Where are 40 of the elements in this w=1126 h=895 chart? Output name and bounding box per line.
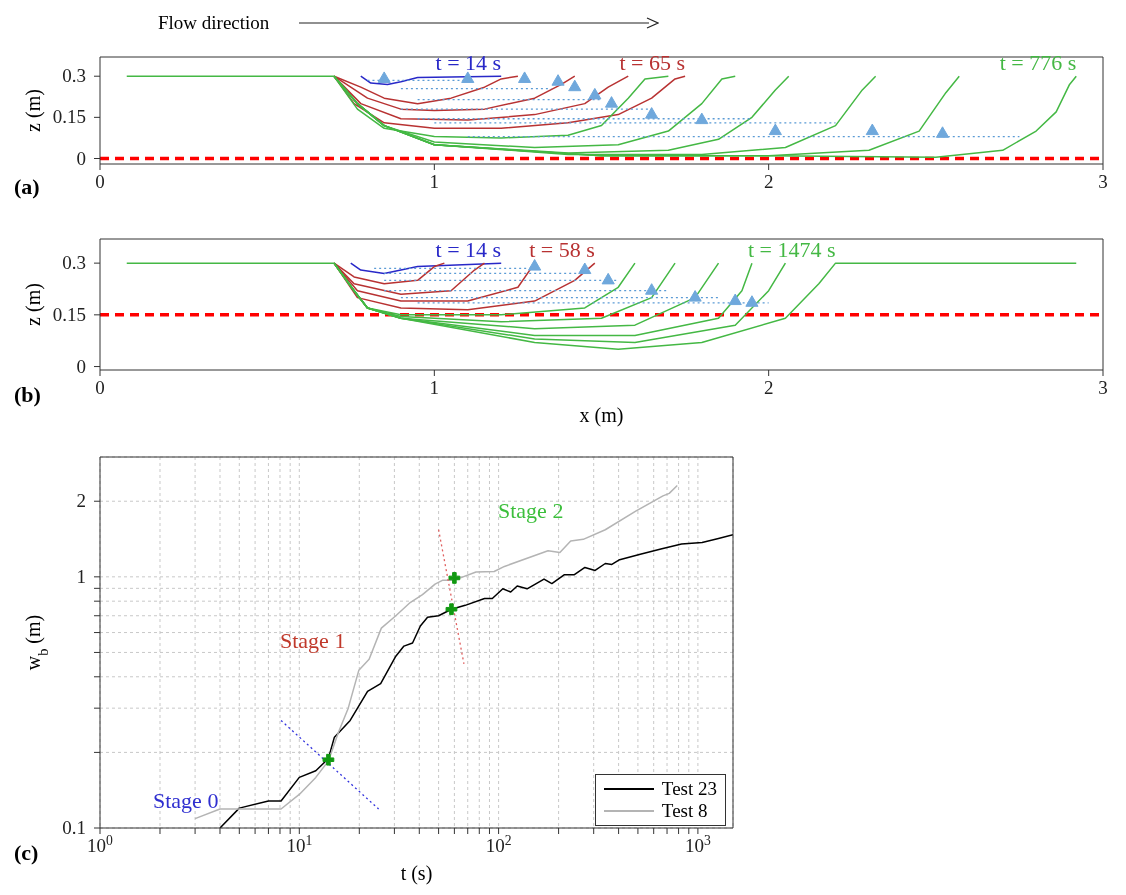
x-tick-label: 0 — [95, 171, 105, 192]
series-label: t = 58 s — [529, 237, 595, 263]
series-label: t = 1474 s — [747, 237, 836, 263]
x-tick-label: 10$^{0}$ — [87, 832, 114, 856]
x-tick-label: 2 — [763, 377, 774, 398]
x-tick-label: 3 — [1098, 171, 1108, 192]
x-tick-label: 1 — [429, 377, 440, 398]
y-axis-title: z (m) — [22, 283, 45, 326]
legend-label: Test 23 — [661, 778, 717, 800]
y-tick-label: 0 — [76, 355, 86, 377]
annotation: Stage 1 — [280, 628, 346, 654]
x-tick-label: 0 — [95, 377, 105, 398]
x-axis-title: t (s) — [400, 862, 433, 885]
x-tick-label: 10$^{2}$ — [485, 832, 512, 856]
annotation: Stage 0 — [153, 788, 219, 814]
x-tick-label: 10$^{1}$ — [286, 832, 313, 856]
x-tick-label: 3 — [1098, 377, 1108, 398]
text: Flow direction — [158, 12, 270, 34]
y-tick-label: 0.3 — [62, 65, 86, 87]
series-label: t = 65 s — [619, 50, 686, 76]
x-tick-label: 1 — [429, 171, 440, 192]
y-axis-title: z (m) — [22, 89, 45, 132]
legend-label: Test 8 — [661, 800, 708, 822]
text: (b) — [14, 382, 41, 408]
x-tick-label: 10$^{3}$ — [684, 832, 711, 856]
y-tick-label: 0.15 — [52, 106, 86, 128]
y-tick-label: 0.3 — [62, 252, 86, 274]
y-tick-label: 0 — [76, 147, 86, 169]
x-axis-title: x (m) — [579, 404, 624, 427]
y-tick-label: 0.1 — [62, 817, 86, 838]
text: (a) — [14, 174, 40, 200]
series-label: t = 776 s — [999, 50, 1077, 76]
x-tick-label: 2 — [763, 171, 774, 192]
series-label: t = 14 s — [435, 50, 502, 76]
series-label: t = 14 s — [435, 237, 502, 263]
annotation: Stage 2 — [498, 498, 564, 524]
y-tick-label: 2 — [76, 490, 86, 512]
y-tick-label: 1 — [76, 565, 86, 587]
y-tick-label: 0.15 — [52, 303, 86, 325]
text: (c) — [14, 840, 39, 866]
